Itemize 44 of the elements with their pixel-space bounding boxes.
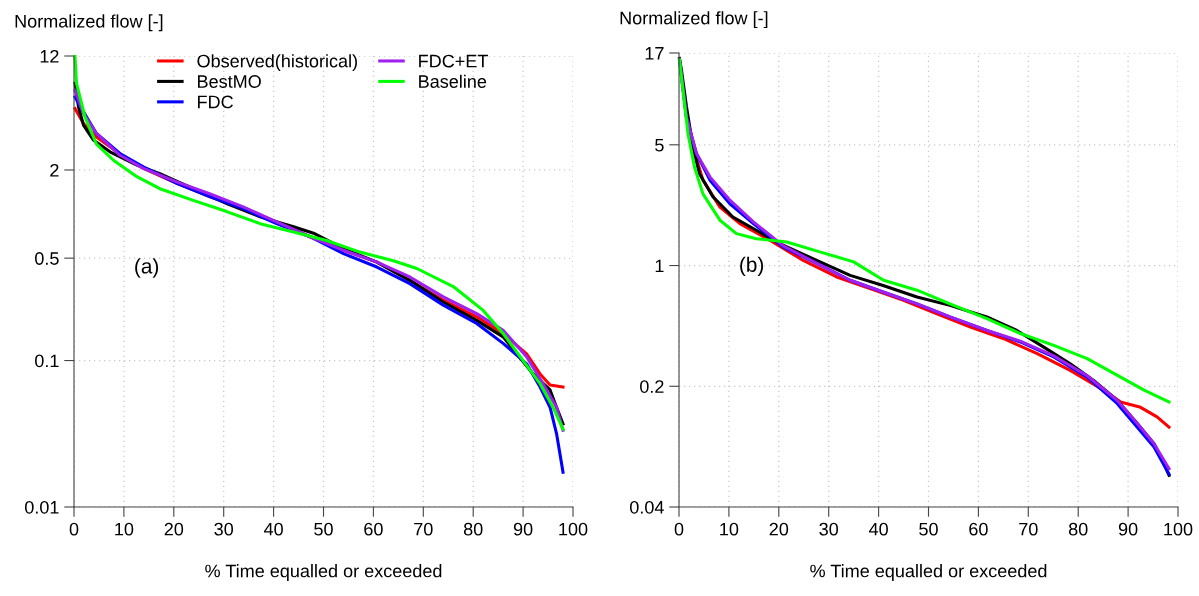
y-tick-label: 5 [655, 138, 664, 152]
y-axis-title: Normalized flow [-] [15, 14, 163, 32]
y-tick-label: 0.04 [629, 500, 664, 514]
y-tick-label: 12 [40, 49, 59, 63]
x-tick-label: 60 [969, 522, 988, 536]
x-tick-label: 30 [819, 522, 839, 536]
x-tick-label: 40 [868, 522, 888, 536]
x-axis-title: % Time equalled or exceeded [205, 564, 442, 581]
x-tick-label: 70 [414, 522, 433, 536]
legend-label: Baseline [419, 74, 487, 88]
y-tick-label: 17 [645, 47, 664, 60]
x-tick-label: 0 [69, 522, 79, 536]
y-tick-label: 0.5 [35, 252, 59, 265]
x-tick-label: 50 [919, 522, 938, 536]
annotation: (a) [135, 258, 159, 278]
x-tick-label: 0 [674, 522, 684, 536]
x-tick-label: 10 [115, 522, 134, 536]
y-tick-label: 2 [50, 163, 59, 177]
y-tick-label: 1 [655, 259, 664, 273]
x-tick-label: 20 [769, 522, 789, 536]
y-tick-label: 0.2 [640, 380, 664, 393]
y-tick-label: 0.01 [24, 500, 59, 514]
x-axis-title: % Time equalled or exceeded [810, 564, 1047, 581]
x-tick-label: 20 [164, 522, 184, 536]
x-tick-label: 40 [263, 522, 283, 536]
x-tick-label: 100 [559, 522, 588, 536]
legend-label: FDC+ET [419, 54, 488, 68]
x-tick-label: 80 [463, 522, 483, 536]
y-axis-title: Normalized flow [-] [620, 11, 768, 29]
x-tick-label: 90 [1118, 522, 1138, 536]
legend-label: Observed(historical) [197, 54, 357, 72]
legend-label: BestMO [198, 75, 261, 88]
y-tick-label: 0.1 [35, 354, 59, 368]
x-tick-label: 70 [1019, 522, 1038, 536]
x-tick-label: 100 [1164, 522, 1193, 536]
x-tick-label: 60 [364, 522, 383, 536]
annotation: (b) [740, 256, 764, 277]
x-tick-label: 30 [214, 522, 234, 536]
x-tick-label: 10 [720, 522, 739, 536]
legend-label: FDC [198, 95, 233, 109]
x-tick-label: 80 [1068, 522, 1088, 536]
x-tick-label: 50 [314, 522, 333, 536]
line-series [677, 58, 1171, 404]
x-tick-label: 90 [513, 522, 533, 536]
